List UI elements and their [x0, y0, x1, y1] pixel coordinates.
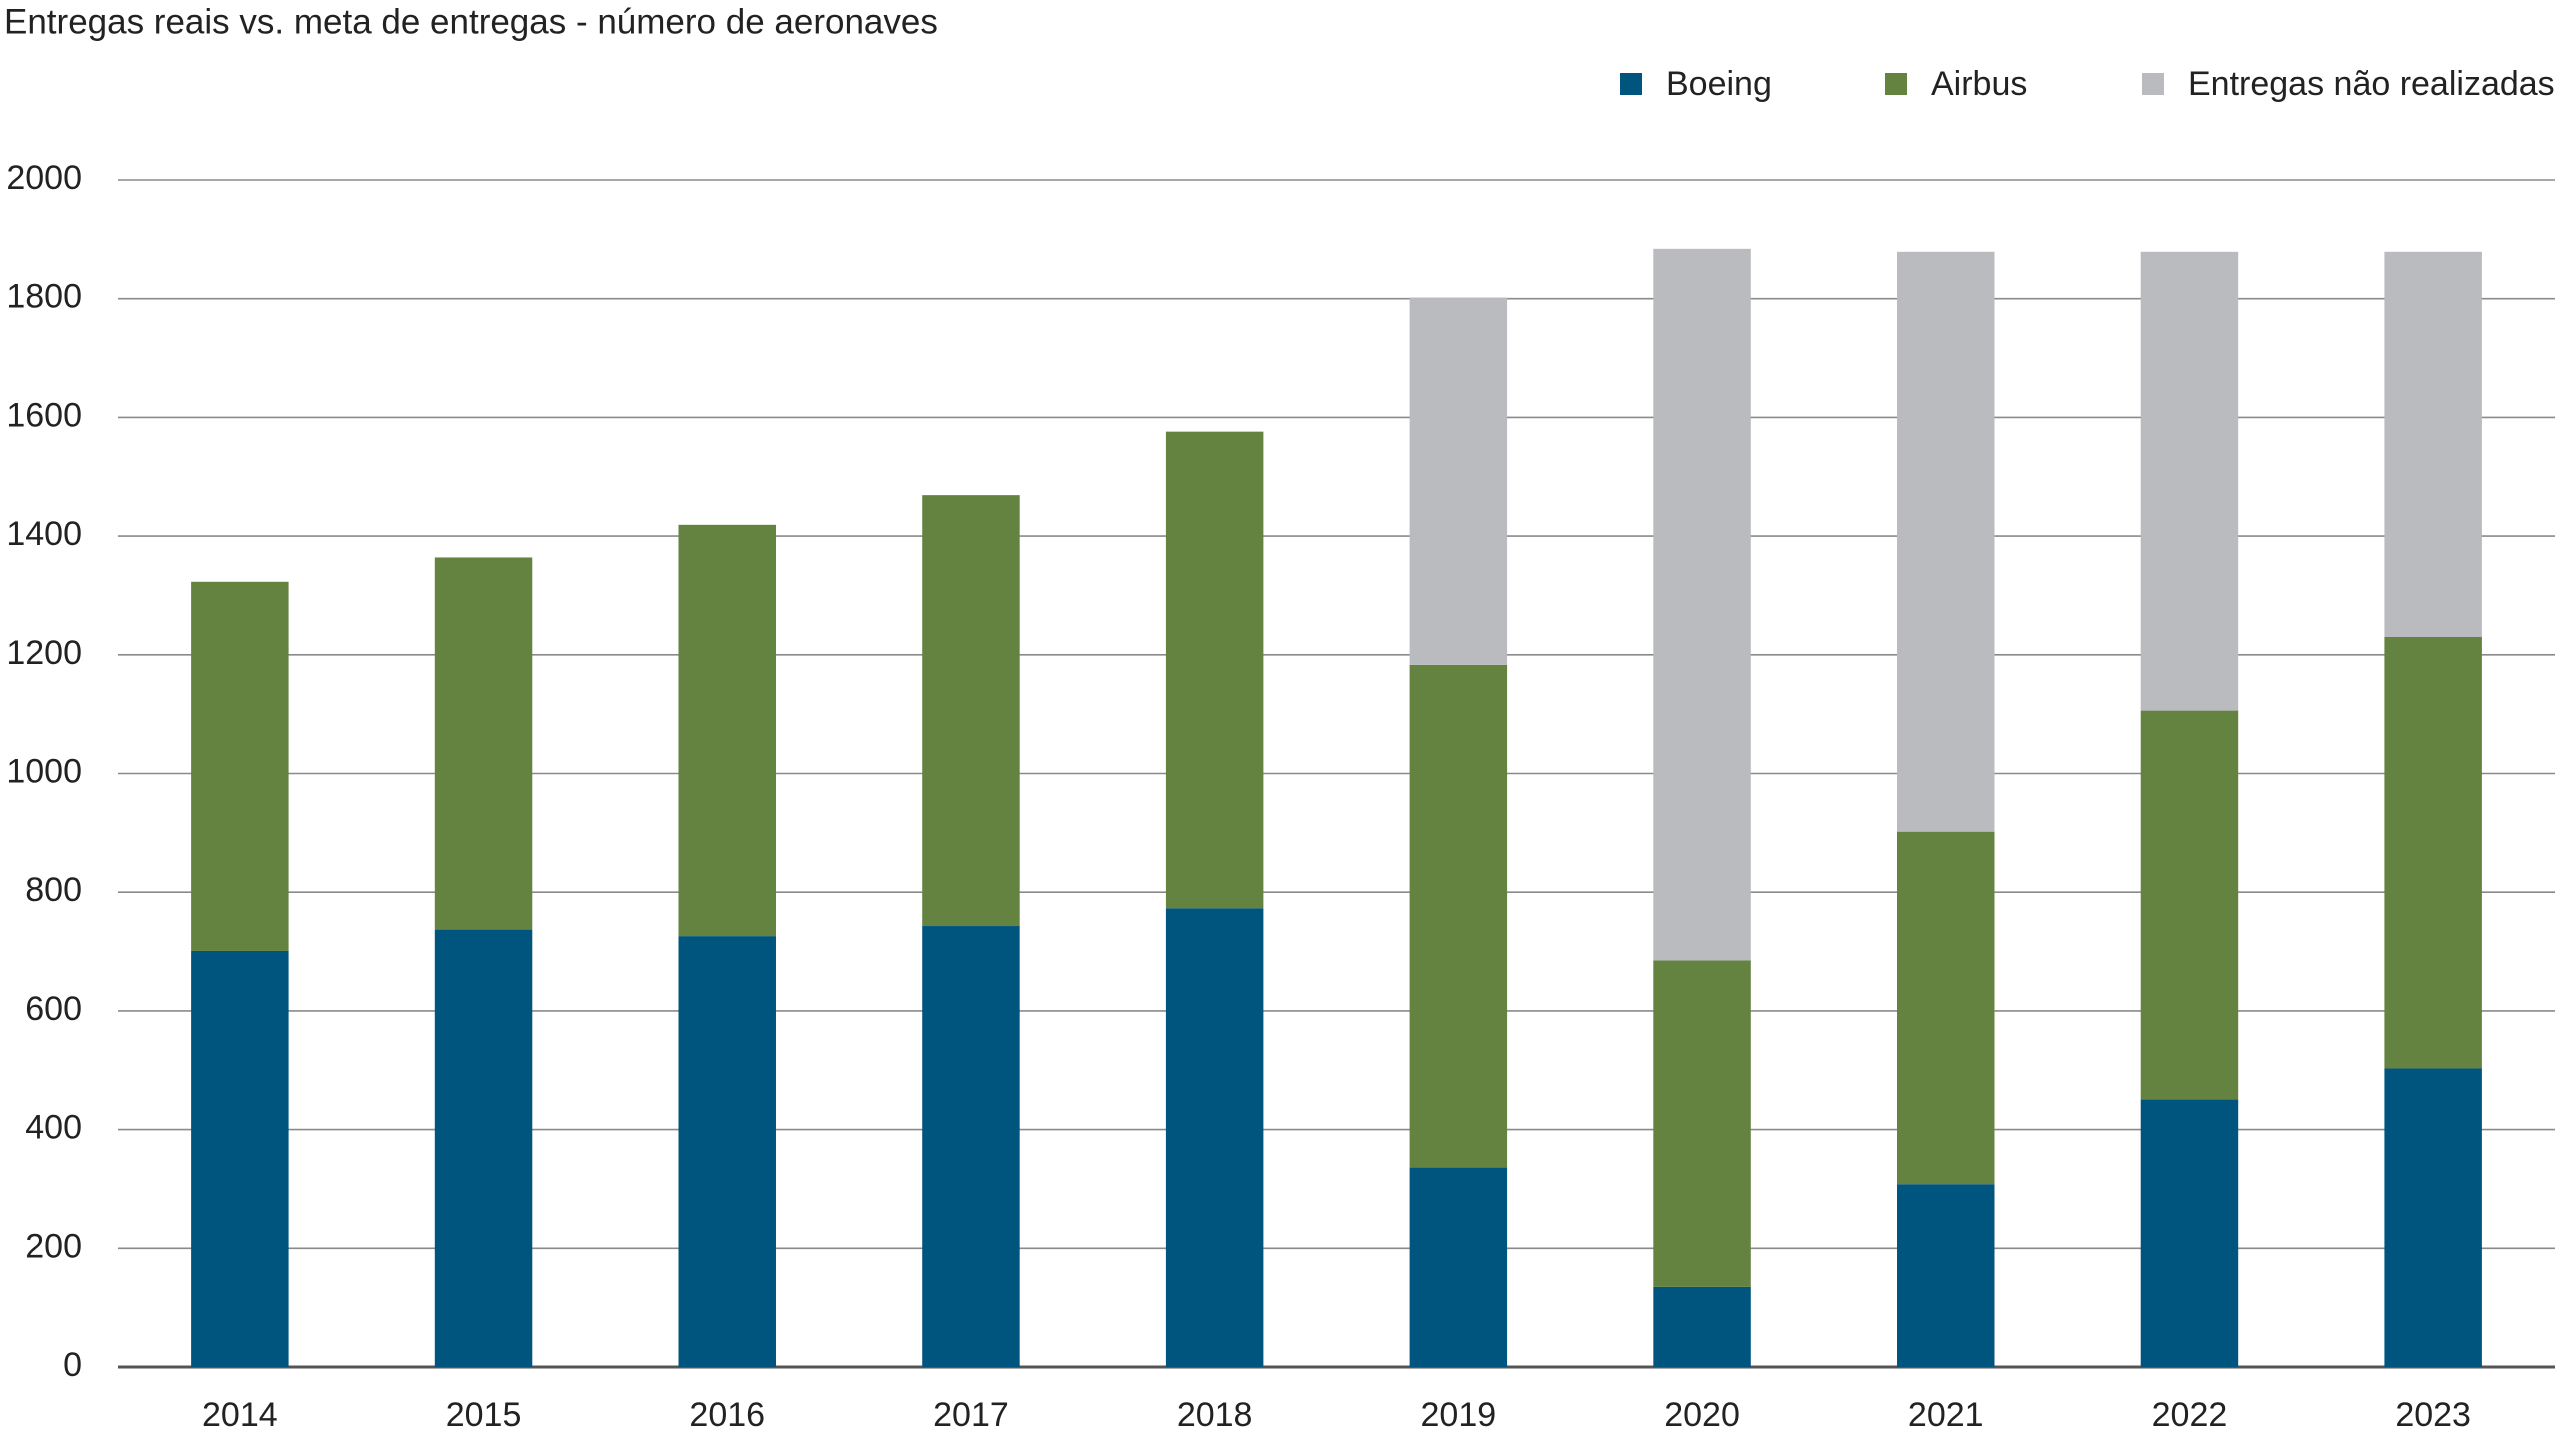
legend-label: Entregas não realizadas	[2188, 65, 2555, 103]
x-tick-label: 2023	[2395, 1396, 2471, 1434]
bar-segment	[1897, 1184, 1995, 1367]
bar-segment	[434, 929, 533, 1367]
y-tick-label: 600	[25, 990, 82, 1028]
x-tick-label: 2020	[1664, 1396, 1740, 1434]
chart-title: Entregas reais vs. meta de entregas - nú…	[4, 2, 938, 41]
bar-segment	[1409, 297, 1508, 665]
bar-segment	[1653, 248, 1751, 961]
y-tick-label: 200	[25, 1227, 82, 1265]
bar-segment	[2384, 1068, 2482, 1367]
bar-segment	[2140, 251, 2239, 711]
bar-segment	[1165, 908, 1264, 1367]
bar-segment	[191, 581, 289, 951]
bar-segment	[678, 936, 776, 1367]
x-tick-label: 2015	[446, 1396, 522, 1434]
legend-swatch	[2142, 73, 2164, 95]
y-tick-label: 1600	[6, 396, 82, 434]
y-tick-label: 1200	[6, 634, 82, 672]
bar-segment	[191, 950, 289, 1367]
x-tick-label: 2016	[689, 1396, 765, 1434]
bar-segment	[1653, 960, 1751, 1287]
legend-swatch	[1620, 73, 1642, 95]
x-tick-label: 2017	[933, 1396, 1009, 1434]
y-tick-label: 2000	[6, 159, 82, 197]
y-tick-label: 1000	[6, 752, 82, 790]
y-tick-label: 400	[25, 1109, 82, 1147]
y-tick-label: 1400	[6, 515, 82, 553]
legend-label: Airbus	[1931, 65, 2027, 103]
legend-swatch	[1885, 73, 1907, 95]
bar-segment	[1409, 664, 1508, 1168]
x-tick-label: 2014	[202, 1396, 278, 1434]
bar-segment	[434, 557, 533, 930]
bar-segment	[1165, 431, 1264, 909]
bar-segment	[2384, 636, 2482, 1069]
bar-segment	[2384, 251, 2482, 637]
y-tick-label: 800	[25, 871, 82, 909]
legend-label: Boeing	[1666, 65, 1772, 103]
bar-segment	[1897, 831, 1995, 1185]
x-tick-label: 2021	[1908, 1396, 1984, 1434]
x-tick-label: 2022	[2152, 1396, 2228, 1434]
bar-segment	[1653, 1286, 1751, 1367]
bar-segment	[2140, 710, 2239, 1100]
bar-segment	[678, 524, 776, 937]
bar-segment	[922, 495, 1020, 927]
y-tick-label: 0	[63, 1346, 82, 1384]
bar-segment	[922, 926, 1020, 1367]
y-tick-label: 1800	[6, 278, 82, 316]
bar-segment	[1897, 251, 1995, 832]
x-tick-label: 2019	[1421, 1396, 1497, 1434]
x-tick-label: 2018	[1177, 1396, 1253, 1434]
bar-segment	[2140, 1099, 2239, 1367]
bar-segment	[1409, 1167, 1508, 1367]
